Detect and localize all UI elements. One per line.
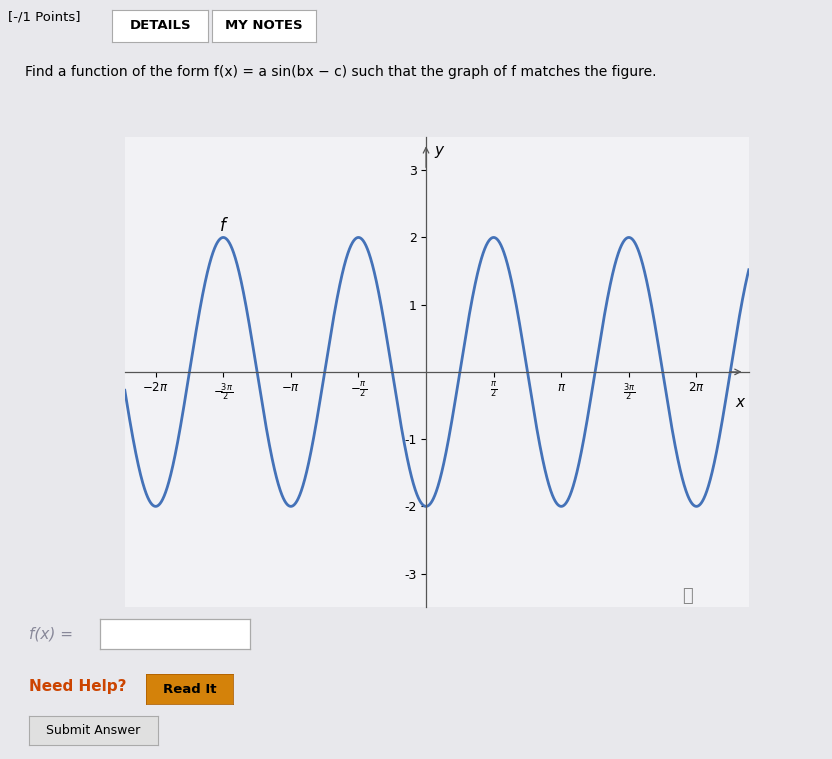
Text: Read It: Read It — [162, 682, 216, 696]
Text: [-/1 Points]: [-/1 Points] — [8, 10, 81, 24]
Text: y: y — [434, 143, 443, 159]
Text: DETAILS: DETAILS — [129, 19, 191, 33]
Text: f(x) =: f(x) = — [29, 626, 73, 641]
Text: x: x — [735, 395, 745, 411]
Text: MY NOTES: MY NOTES — [225, 19, 303, 33]
Text: f: f — [220, 217, 225, 235]
Text: Need Help?: Need Help? — [29, 679, 126, 694]
Text: ⓘ: ⓘ — [682, 587, 693, 605]
Text: Submit Answer: Submit Answer — [47, 724, 141, 738]
Text: Find a function of the form f(x) = a sin(bx − c) such that the graph of f matche: Find a function of the form f(x) = a sin… — [25, 65, 656, 78]
